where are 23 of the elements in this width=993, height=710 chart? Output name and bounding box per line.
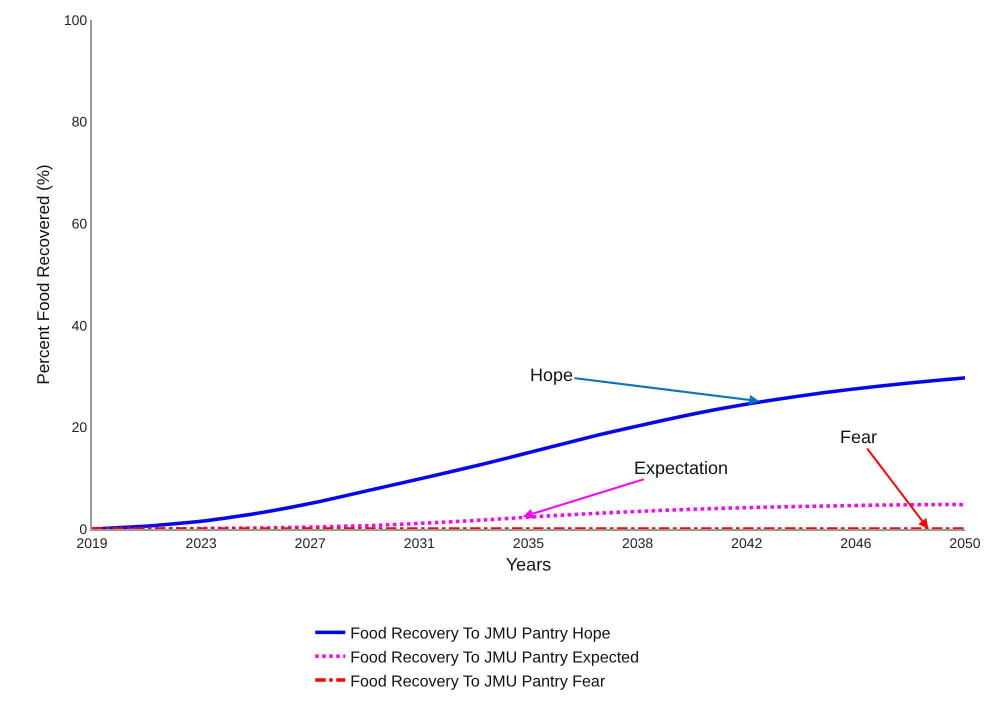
- x-tick-label: 2050: [949, 534, 981, 551]
- annotation: Fear: [840, 427, 878, 447]
- annotation: Hope: [530, 365, 574, 385]
- x-tick-label: 2019: [76, 534, 108, 551]
- legend-label: Food Recovery To JMU Pantry Fear: [350, 673, 606, 690]
- x-tick-label: 2042: [731, 534, 763, 551]
- x-tick-label: 2046: [840, 534, 872, 551]
- x-tick-label: 2038: [622, 534, 654, 551]
- annotation: Expectation: [634, 458, 728, 478]
- x-tick-label: 2023: [186, 534, 217, 551]
- legend-label: Food Recovery To JMU Pantry Hope: [350, 626, 611, 643]
- y-tick-label: 100: [64, 12, 88, 28]
- y-axis-title: Percent Food Recovered (%): [34, 164, 53, 385]
- y-tick-label: 40: [72, 317, 88, 334]
- x-tick-label: 2027: [294, 534, 326, 551]
- y-tick-label: 20: [72, 419, 88, 436]
- y-tick-label: 80: [72, 114, 88, 130]
- x-tick-label: 2031: [404, 534, 436, 551]
- legend-label: Food Recovery To JMU Pantry Expected: [350, 649, 639, 666]
- y-tick-label: 0: [79, 520, 88, 537]
- y-tick-label: 60: [72, 216, 88, 232]
- x-axis-title: Years: [506, 554, 552, 574]
- x-tick-label: 2035: [512, 534, 544, 551]
